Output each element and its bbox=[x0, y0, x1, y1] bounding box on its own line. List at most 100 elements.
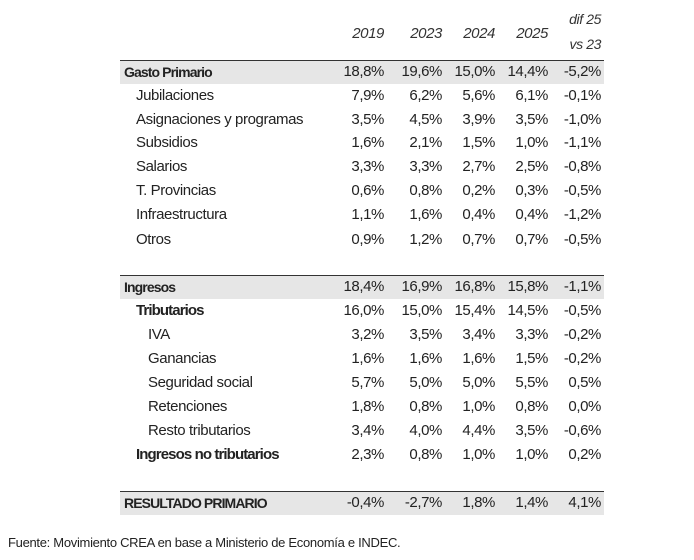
cell-value: 1,0% bbox=[462, 446, 495, 463]
cell-value: -2,7% bbox=[404, 494, 443, 511]
cell-value: -1,0% bbox=[563, 111, 602, 128]
cell-value: 3,5% bbox=[515, 111, 548, 128]
cell-value: -0,8% bbox=[563, 158, 602, 175]
cell-value: 0,2% bbox=[462, 182, 495, 199]
cell-value: 3,3% bbox=[351, 158, 384, 175]
cell-value: 0,4% bbox=[515, 206, 548, 223]
cell-value: 0,8% bbox=[515, 398, 548, 415]
cell-value: -0,4% bbox=[346, 494, 385, 511]
cell-value: 15,0% bbox=[454, 63, 495, 80]
cell-value: 1,5% bbox=[462, 134, 495, 151]
source-note: Fuente: Movimiento CREA en base a Minist… bbox=[8, 535, 401, 550]
cell-value: 5,0% bbox=[462, 374, 495, 391]
row-label: Retenciones bbox=[148, 398, 227, 415]
cell-value: 4,1% bbox=[568, 494, 601, 511]
cell-value: 1,8% bbox=[462, 494, 495, 511]
cell-value: 1,0% bbox=[462, 398, 495, 415]
cell-value: 6,1% bbox=[515, 87, 548, 104]
cell-value: 0,8% bbox=[409, 398, 442, 415]
cell-value: 0,8% bbox=[409, 182, 442, 199]
cell-value: 16,8% bbox=[454, 278, 495, 295]
cell-value: 0,0% bbox=[568, 398, 601, 415]
cell-value: -1,1% bbox=[563, 134, 602, 151]
cell-value: 18,4% bbox=[343, 278, 384, 295]
cell-value: 15,0% bbox=[401, 302, 442, 319]
cell-value: 3,4% bbox=[462, 326, 495, 343]
cell-value: 1,8% bbox=[351, 398, 384, 415]
cell-value: 3,9% bbox=[462, 111, 495, 128]
cell-value: 3,5% bbox=[409, 326, 442, 343]
cell-value: 0,3% bbox=[515, 182, 548, 199]
cell-value: -5,2% bbox=[563, 63, 602, 80]
row-label: Gasto Primario bbox=[124, 64, 213, 80]
row-label: Subsidios bbox=[136, 134, 198, 151]
cell-value: -0,5% bbox=[563, 231, 602, 248]
cell-value: -1,1% bbox=[563, 278, 602, 295]
column-header: 2024 bbox=[463, 25, 495, 42]
row-label: Ingresos bbox=[124, 279, 176, 295]
cell-value: 3,3% bbox=[409, 158, 442, 175]
cell-value: 0,5% bbox=[568, 374, 601, 391]
cell-value: 5,7% bbox=[351, 374, 384, 391]
cell-value: 7,9% bbox=[351, 87, 384, 104]
cell-value: 1,6% bbox=[462, 350, 495, 367]
row-label: T. Provincias bbox=[136, 182, 216, 199]
row-label: Ganancias bbox=[148, 350, 217, 367]
column-header: dif 25 bbox=[569, 11, 601, 27]
cell-value: 14,5% bbox=[507, 302, 548, 319]
row-label: Seguridad social bbox=[148, 374, 253, 391]
column-header: vs 23 bbox=[569, 36, 602, 52]
cell-value: 0,2% bbox=[568, 446, 601, 463]
cell-value: -1,2% bbox=[563, 206, 602, 223]
section-band bbox=[120, 60, 604, 84]
row-label: Otros bbox=[136, 231, 171, 248]
cell-value: 1,6% bbox=[409, 350, 442, 367]
cell-value: 0,4% bbox=[462, 206, 495, 223]
cell-value: 6,2% bbox=[409, 87, 442, 104]
cell-value: 4,0% bbox=[409, 422, 442, 439]
cell-value: 1,1% bbox=[351, 206, 384, 223]
cell-value: 16,0% bbox=[343, 302, 384, 319]
section-band bbox=[120, 491, 604, 515]
cell-value: 3,4% bbox=[351, 422, 384, 439]
row-label: Tributarios bbox=[136, 302, 205, 319]
cell-value: 4,4% bbox=[462, 422, 495, 439]
cell-value: 1,6% bbox=[351, 134, 384, 151]
cell-value: 0,7% bbox=[515, 231, 548, 248]
row-label: Resto tributarios bbox=[148, 422, 251, 439]
row-label: Infraestructura bbox=[136, 206, 227, 223]
cell-value: 1,4% bbox=[515, 494, 548, 511]
cell-value: 14,4% bbox=[507, 63, 548, 80]
cell-value: 15,8% bbox=[507, 278, 548, 295]
cell-value: 1,2% bbox=[409, 231, 442, 248]
cell-value: 1,5% bbox=[515, 350, 548, 367]
row-label: Salarios bbox=[136, 158, 187, 175]
cell-value: 3,2% bbox=[351, 326, 384, 343]
cell-value: 16,9% bbox=[401, 278, 442, 295]
section-band bbox=[120, 275, 604, 299]
column-header: 2019 bbox=[352, 25, 384, 42]
cell-value: 3,5% bbox=[515, 422, 548, 439]
cell-value: 1,6% bbox=[409, 206, 442, 223]
cell-value: 0,8% bbox=[409, 446, 442, 463]
column-header: 2023 bbox=[410, 25, 442, 42]
row-label: IVA bbox=[148, 326, 170, 343]
cell-value: 1,0% bbox=[515, 134, 548, 151]
cell-value: 3,5% bbox=[351, 111, 384, 128]
cell-value: -0,2% bbox=[563, 326, 602, 343]
cell-value: 19,6% bbox=[401, 63, 442, 80]
cell-value: 0,9% bbox=[351, 231, 384, 248]
cell-value: 5,6% bbox=[462, 87, 495, 104]
cell-value: 5,5% bbox=[515, 374, 548, 391]
cell-value: 4,5% bbox=[409, 111, 442, 128]
cell-value: -0,1% bbox=[563, 87, 602, 104]
cell-value: 5,0% bbox=[409, 374, 442, 391]
row-label: Jubilaciones bbox=[136, 87, 214, 104]
column-header: 2025 bbox=[516, 25, 548, 42]
cell-value: -0,5% bbox=[563, 182, 602, 199]
cell-value: 0,6% bbox=[351, 182, 384, 199]
cell-value: 1,0% bbox=[515, 446, 548, 463]
cell-value: 2,7% bbox=[462, 158, 495, 175]
cell-value: 15,4% bbox=[454, 302, 495, 319]
cell-value: 3,3% bbox=[515, 326, 548, 343]
